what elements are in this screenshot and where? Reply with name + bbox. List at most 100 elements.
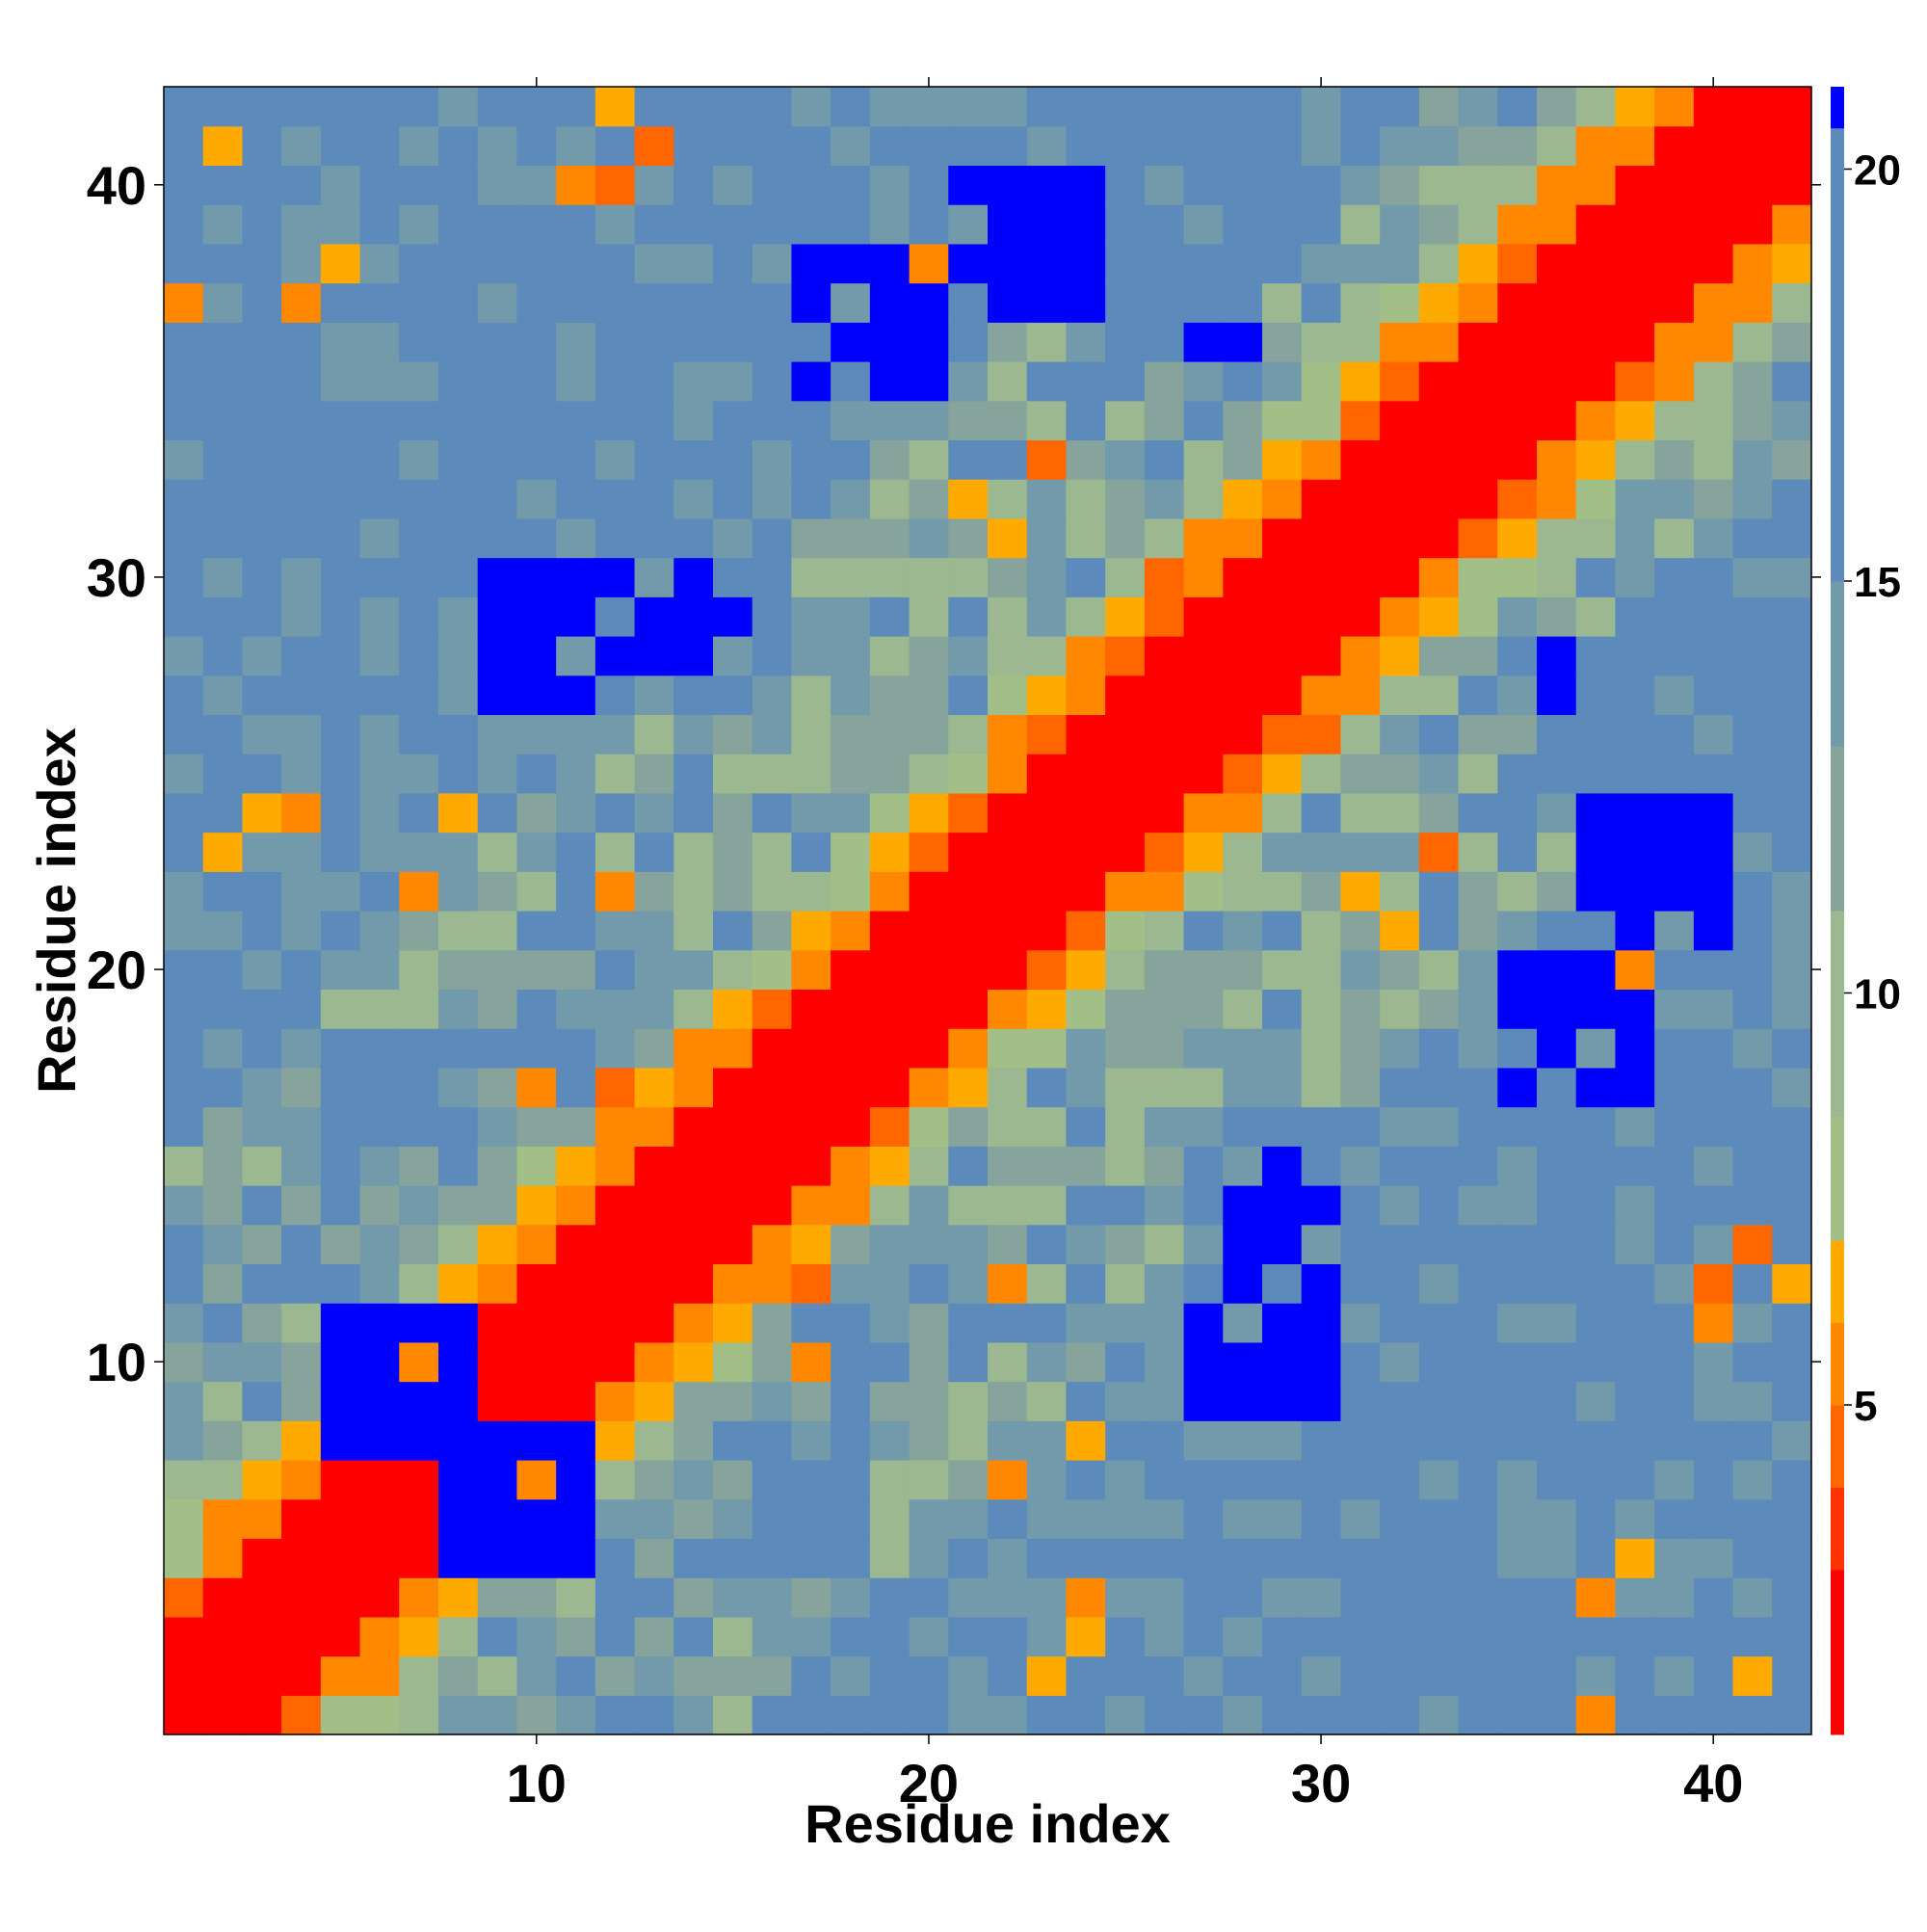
heatmap-cell [1654,282,1695,323]
heatmap-cell [909,243,949,284]
heatmap-cell [1654,400,1695,441]
heatmap-cell [791,1028,832,1069]
heatmap-cell [1066,1263,1106,1304]
heatmap-cell [1301,361,1342,402]
heatmap-cell [634,1577,674,1618]
heatmap-cell [516,361,557,402]
heatmap-cell [634,204,674,245]
heatmap-cell [1340,125,1381,167]
heatmap-cell [948,596,989,637]
heatmap-cell [831,204,871,245]
heatmap-cell [320,557,361,597]
heatmap-cell [713,1655,753,1696]
heatmap-cell [281,243,322,284]
heatmap-cell [713,636,753,676]
heatmap-cell [1340,1263,1381,1304]
heatmap-cell [359,1695,400,1735]
heatmap-cell [1301,322,1342,362]
heatmap-cell [791,1655,832,1696]
heatmap-cell [516,1263,557,1304]
heatmap-cell [1772,1655,1812,1696]
heatmap-cell [1537,1341,1577,1383]
heatmap-cell [1615,361,1655,402]
heatmap-cell [477,1146,518,1186]
heatmap-cell [988,557,1028,597]
heatmap-cell [673,243,714,284]
heatmap-cell [1418,989,1460,1029]
heatmap-cell [516,871,557,912]
heatmap-cell [673,1655,714,1696]
heatmap-cell [1654,1224,1695,1265]
heatmap-cell [1732,1146,1773,1186]
heatmap-cell [1340,1106,1381,1147]
heatmap-cell [948,479,989,519]
heatmap-cell [1223,204,1263,245]
heatmap-cell [594,636,636,676]
heatmap-cell [1654,204,1695,245]
heatmap-cell [1223,1460,1263,1500]
heatmap-cell [909,1616,949,1657]
heatmap-cell [1223,1106,1263,1147]
heatmap-cell [594,1067,636,1108]
heatmap-cell [831,361,871,402]
heatmap-cell [202,125,244,167]
heatmap-cell [1262,479,1303,519]
heatmap-cell [1066,1028,1106,1069]
heatmap-cell [1380,1185,1420,1226]
heatmap-cell [1026,165,1068,205]
heatmap-cell [909,714,949,754]
heatmap-cell [359,1577,400,1618]
heatmap-cell [1066,87,1106,127]
heatmap-cell [1575,1460,1617,1500]
heatmap-cell [1772,1538,1812,1578]
heatmap-cell [1301,1498,1342,1540]
heatmap-cell [1615,1577,1655,1618]
heatmap-cell [359,1420,400,1461]
heatmap-cell [988,1381,1028,1421]
heatmap-cell [791,282,832,323]
heatmap-cell [594,479,636,519]
heatmap-cell [869,1067,911,1108]
heatmap-cell [948,1695,989,1735]
heatmap-cell [1772,243,1812,284]
heatmap-cell [516,557,557,597]
heatmap-cell [1772,1067,1812,1108]
heatmap-cell [988,479,1028,519]
heatmap-cell [1615,1106,1655,1147]
heatmap-cell [1105,832,1146,872]
heatmap-cell [1654,1263,1695,1304]
heatmap-cell [988,636,1028,676]
heatmap-cell [359,87,400,127]
heatmap-cell [1418,1263,1460,1304]
heatmap-cell [242,243,282,284]
heatmap-cell [752,243,793,284]
heatmap-cell [831,1655,871,1696]
heatmap-cell [1732,1263,1773,1304]
heatmap-cell [359,204,400,245]
heatmap-cell [477,792,518,834]
heatmap-cell [1458,1498,1498,1540]
heatmap-cell [1262,1577,1303,1618]
heatmap-cell [359,1381,400,1421]
heatmap-cell [202,636,244,676]
heatmap-cell [1223,361,1263,402]
heatmap-cell [1418,1185,1460,1226]
heatmap-cell [202,1146,244,1186]
heatmap-cell [1575,204,1617,245]
heatmap-cell [1615,322,1655,362]
heatmap-cell [791,989,832,1029]
heatmap-cell [752,204,793,245]
heatmap-cell [1105,1185,1146,1226]
heatmap-cell [1105,1224,1146,1265]
heatmap-cell [281,1303,322,1343]
heatmap-cell [399,361,439,402]
heatmap-cell [1301,87,1342,127]
heatmap-cell [634,517,674,559]
heatmap-cell [1497,675,1538,716]
heatmap-cell [438,1420,479,1461]
heatmap-cell [1418,1224,1460,1265]
heatmap-cell [1301,1067,1342,1108]
heatmap-cell [1732,1303,1773,1343]
heatmap-cell [1026,832,1068,872]
